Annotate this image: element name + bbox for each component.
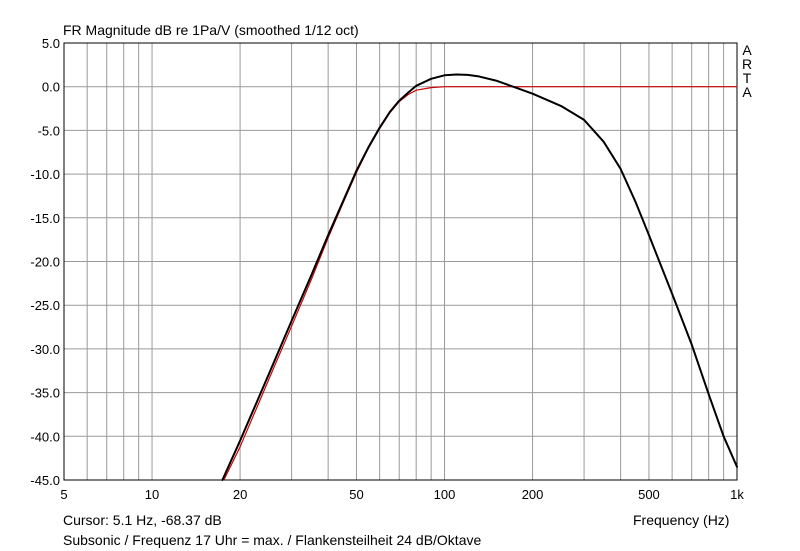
arta-letter: A	[742, 42, 752, 58]
series-line-reference	[223, 86, 738, 481]
y-tick-label: 5.0	[42, 36, 60, 51]
x-tick-label: 10	[145, 487, 159, 502]
y-tick-label: -25.0	[30, 298, 60, 313]
x-tick-label: 50	[349, 487, 363, 502]
x-tick-label: 1k	[730, 487, 744, 502]
arta-letter: A	[742, 84, 752, 100]
y-tick-label: 0.0	[42, 80, 60, 95]
grid-lines	[64, 43, 737, 480]
y-tick-label: -45.0	[30, 473, 60, 488]
x-tick-label: 500	[638, 487, 660, 502]
y-tick-label: -40.0	[30, 429, 60, 444]
x-tick-label: 100	[434, 487, 456, 502]
series-layer	[221, 73, 738, 481]
y-tick-labels: 5.0 0.0 -5.0 -10.0 -15.0 -20.0 -25.0 -30.0 -35.0…	[30, 36, 60, 488]
y-tick-label: -30.0	[30, 342, 60, 357]
chart-title: FR Magnitude dB re 1Pa/V (smoothed 1/12 …	[63, 22, 359, 38]
arta-letter: T	[742, 70, 752, 86]
x-tick-label: 5	[60, 487, 67, 502]
y-tick-label: -15.0	[30, 211, 60, 226]
arta-letter: R	[741, 56, 753, 72]
cursor-readout: Cursor: 5.1 Hz, -68.37 dB	[63, 512, 222, 528]
x-axis-label: Frequency (Hz)	[633, 512, 730, 528]
x-tick-labels: 5 10 20 50 100 200 500 1k	[60, 487, 744, 502]
subsonic-info: Subsonic / Frequenz 17 Uhr = max. / Flan…	[63, 532, 482, 548]
y-tick-label: -20.0	[30, 255, 60, 270]
y-tick-label: -5.0	[38, 123, 60, 138]
x-tick-label: 20	[233, 487, 247, 502]
y-tick-label: -10.0	[30, 167, 60, 182]
x-tick-label: 200	[522, 487, 544, 502]
plot-frame	[63, 42, 738, 481]
y-tick-label: -35.0	[30, 386, 60, 401]
series-line-measured	[221, 73, 738, 481]
